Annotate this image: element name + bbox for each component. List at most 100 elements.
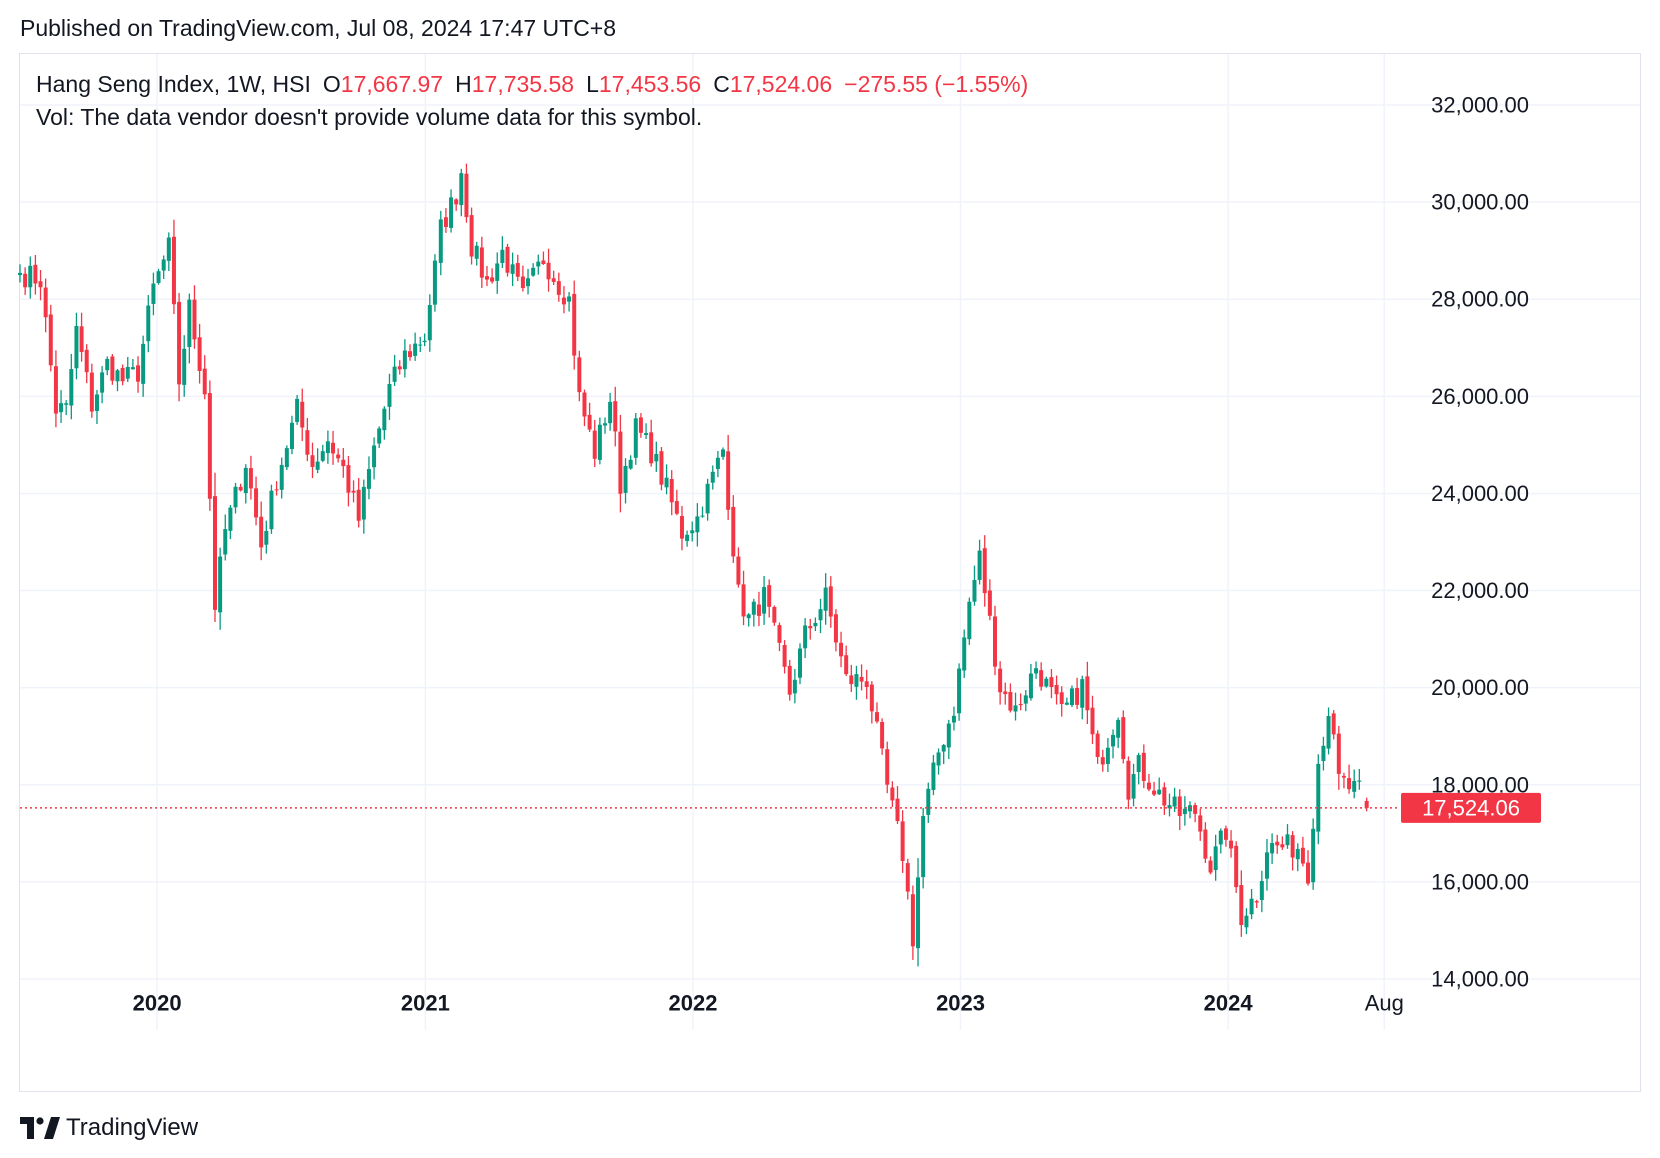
candle-body (146, 305, 151, 342)
candle-body (38, 281, 43, 288)
candle-body (638, 417, 643, 433)
open-label: O (322, 71, 341, 97)
candle-body (115, 370, 120, 382)
candle-body (1203, 829, 1208, 859)
candle-body (603, 423, 607, 426)
candle-body (910, 894, 915, 947)
candle-body (900, 821, 905, 861)
published-caption: Published on TradingView.com, Jul 08, 20… (20, 15, 617, 41)
candle-body (1085, 676, 1090, 711)
candle-body (413, 343, 418, 356)
candle-body (1023, 695, 1028, 704)
candle-body (551, 278, 556, 282)
candle-body (387, 383, 392, 407)
candle-body (1300, 847, 1305, 864)
candle-body (166, 237, 171, 261)
y-tick-label: 22,000.00 (1431, 578, 1529, 603)
candle-body (422, 340, 427, 343)
candle-body (1234, 845, 1239, 888)
candle-body (1131, 774, 1136, 799)
candle-body (1069, 688, 1074, 706)
candle-body (592, 430, 597, 459)
candle-body (228, 507, 233, 531)
open-value: 17,667.97 (340, 71, 444, 97)
candle-body (84, 349, 89, 373)
candle-body (654, 453, 659, 462)
candle-body (427, 305, 432, 341)
candle-body (136, 365, 141, 382)
candle-body (998, 668, 1003, 693)
y-tick-label: 14,000.00 (1431, 967, 1529, 992)
candle-body (577, 357, 582, 393)
candle-body (987, 590, 992, 616)
candle-body (962, 637, 967, 671)
candle-body (1364, 800, 1369, 808)
candle-body (572, 293, 577, 356)
candle-body (977, 550, 982, 580)
candle-body (1172, 796, 1177, 807)
candle-body (438, 219, 443, 263)
candle-body (1259, 881, 1264, 900)
candle-body (690, 530, 695, 534)
candle-body (464, 173, 469, 218)
candle-body (1075, 687, 1080, 705)
candle-body (941, 745, 946, 752)
candle-body (710, 471, 715, 483)
candle-body (849, 675, 854, 685)
candle-body (813, 622, 818, 627)
candle-body (254, 488, 259, 518)
candle-body (1095, 733, 1100, 758)
candle-body (526, 278, 531, 287)
candle-body (33, 264, 38, 284)
candle-body (177, 301, 182, 385)
candle-body (1064, 702, 1069, 705)
x-tick-label: 2020 (133, 991, 182, 1016)
candle-body (279, 464, 284, 490)
candle-body (664, 477, 669, 488)
candle-body (936, 752, 941, 766)
candle-body (366, 469, 371, 489)
candle-body (679, 516, 684, 539)
candle-body (79, 326, 84, 352)
candle-body (182, 348, 187, 385)
candle-body (726, 451, 731, 510)
candle-body (818, 609, 823, 621)
grid-lines (20, 54, 1640, 1030)
candle-body (1105, 747, 1110, 764)
y-tick-label: 26,000.00 (1431, 384, 1529, 409)
candle-body (59, 403, 64, 413)
candle-body (23, 273, 28, 288)
candle-body (1229, 840, 1234, 849)
candle-body (53, 366, 58, 414)
candle-body (1198, 815, 1203, 832)
candle-body (1141, 752, 1146, 781)
x-tick-label: Aug (1365, 991, 1404, 1016)
candle-body (1008, 692, 1013, 711)
candle-body (1223, 828, 1228, 840)
candle-body (582, 392, 587, 417)
candle-body (443, 217, 448, 228)
low-label: L (586, 71, 599, 97)
candle-body (520, 276, 525, 289)
candle-body (336, 454, 341, 459)
chart-frame[interactable] (19, 53, 1641, 1092)
candle-body (171, 236, 176, 305)
candle-body (700, 515, 705, 517)
candle-body (432, 260, 437, 305)
candle-body (623, 465, 628, 493)
candle-body (833, 614, 838, 643)
candle-body (762, 587, 767, 614)
candle-body (490, 277, 495, 282)
candle-body (1306, 862, 1311, 884)
candle-body (885, 749, 890, 785)
candle-body (787, 665, 792, 695)
candle-body (1270, 843, 1275, 854)
candle-body (777, 625, 782, 643)
candle-body (536, 261, 541, 267)
candle-body (828, 586, 833, 617)
candle-body (392, 366, 397, 382)
candle-body (695, 516, 700, 533)
y-tick-label: 20,000.00 (1431, 675, 1529, 700)
candle-body (772, 607, 777, 623)
